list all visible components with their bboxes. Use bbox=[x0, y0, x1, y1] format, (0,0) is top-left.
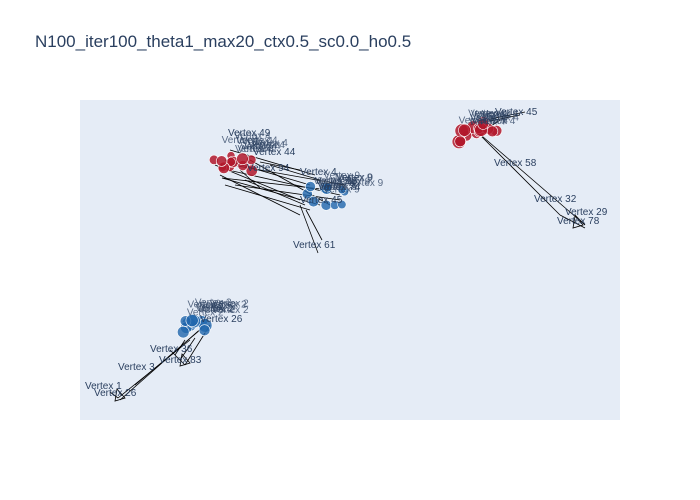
plot-area bbox=[80, 100, 620, 420]
vertex-label-overlap: Vertex 4 bbox=[459, 116, 496, 127]
graph-node bbox=[458, 123, 471, 137]
vertex-label: Vertex 1 bbox=[85, 381, 122, 392]
vertex-label: Vertex 45 bbox=[300, 195, 343, 206]
vertex-label-overlap: Vertex 4 bbox=[475, 110, 512, 121]
vertex-label-overlap: Vertex 9 bbox=[336, 172, 373, 183]
graph-node bbox=[454, 135, 466, 148]
vertex-label: Vertex 49 bbox=[228, 128, 271, 139]
graph-edge bbox=[179, 337, 196, 361]
vertex-label-overlap: Vertex 9 bbox=[319, 181, 356, 192]
graph-edge bbox=[305, 209, 323, 241]
edge-marker bbox=[179, 353, 191, 367]
vertex-label: Vertex 45 bbox=[495, 107, 538, 118]
vertex-label-overlap: Vertex 2 bbox=[195, 297, 232, 308]
nodes-layer bbox=[177, 116, 503, 339]
vertex-label: Vertex 26 bbox=[94, 388, 137, 399]
plot-title: N100_iter100_theta1_max20_ctx0.5_sc0.0_h… bbox=[35, 32, 412, 51]
graph-node bbox=[337, 199, 347, 210]
graph-edge bbox=[484, 111, 526, 121]
vertex-label-overlap: Vertex 2 bbox=[187, 307, 224, 318]
vertex-label-overlap: Vertex 2 bbox=[195, 303, 232, 314]
vertex-label-overlap: Vertex 9 bbox=[323, 170, 360, 181]
vertex-label: Vertex 26 bbox=[200, 314, 243, 325]
vertex-label-overlap: Vertex 9 bbox=[336, 173, 373, 184]
vertex-label: Vertex 4 bbox=[300, 167, 337, 178]
vertex-label-overlap: Vertex 4 bbox=[222, 135, 259, 146]
vertex-label: Vertex 83 bbox=[159, 355, 202, 366]
vertex-label: Vertex 61 bbox=[293, 240, 336, 251]
vertex-label-overlap: Vertex 4 bbox=[240, 142, 277, 153]
vertex-label-overlap: Vertex 4 bbox=[471, 109, 508, 120]
vertex-label-overlap: Vertex 9 bbox=[319, 178, 356, 189]
graph-edge bbox=[109, 391, 119, 399]
vertex-label-overlap: Vertex 2 bbox=[197, 304, 234, 315]
vertex-label: Vertex 58 bbox=[494, 158, 537, 169]
graph-edge bbox=[244, 179, 306, 206]
graph-node bbox=[337, 185, 347, 195]
graph-node bbox=[307, 195, 320, 208]
graph-edge bbox=[299, 204, 319, 254]
vertex-label-overlap: Vertex 4 bbox=[470, 113, 507, 124]
vertex-label-overlap: Vertex 4 bbox=[479, 116, 516, 127]
graph-edge bbox=[224, 184, 311, 211]
vertex-label: Vertex 94 bbox=[247, 163, 290, 174]
graph-edge bbox=[234, 184, 341, 201]
vertex-label: Vertex 36 bbox=[150, 344, 193, 355]
vertex-label-overlap: Vertex 4 bbox=[234, 131, 271, 142]
graph-edge bbox=[574, 214, 586, 226]
vertex-label: Vertex 78 bbox=[557, 216, 600, 227]
vertex-label-overlap: Vertex 4 bbox=[248, 140, 285, 151]
graph-node bbox=[305, 181, 316, 192]
graph-node bbox=[177, 325, 190, 339]
graph-edge bbox=[117, 339, 191, 399]
vertex-label-overlap: Vertex 4 bbox=[468, 108, 505, 119]
vertex-label: Vertex 3 bbox=[118, 362, 155, 373]
graph-edge bbox=[269, 164, 321, 181]
graph-node bbox=[236, 152, 249, 166]
vertex-label-overlap: Vertex 9 bbox=[320, 182, 357, 193]
vertex-label: Vertex 29 bbox=[565, 207, 608, 218]
vertex-label-overlap: Vertex 4 bbox=[244, 141, 281, 152]
graph-node bbox=[215, 155, 228, 167]
edge-marker bbox=[572, 215, 584, 229]
graph-node bbox=[245, 164, 258, 177]
graph-edge bbox=[259, 161, 301, 171]
graph-node bbox=[185, 313, 199, 327]
graph-edge bbox=[174, 339, 186, 356]
vertex-label-overlap: Vertex 2 bbox=[210, 299, 247, 310]
vertex-label-overlap: Vertex 2 bbox=[188, 299, 225, 310]
vertex-label: Vertex 32 bbox=[534, 194, 577, 205]
vertex-label-overlap: Vertex 4 bbox=[471, 116, 508, 127]
graph-edge bbox=[479, 134, 561, 216]
vertex-label-overlap: Vertex 9 bbox=[313, 176, 350, 187]
vertex-label-overlap: Vertex 9 bbox=[334, 176, 371, 187]
vertex-label-overlap: Vertex 4 bbox=[251, 138, 288, 149]
vertex-label: Vertex 74 bbox=[318, 182, 361, 193]
vertex-label-overlap: Vertex 4 bbox=[482, 109, 519, 120]
vertex-label-overlap: Vertex 4 bbox=[237, 144, 274, 155]
vertex-label-overlap: Vertex 9 bbox=[323, 185, 360, 196]
edge-marker bbox=[114, 388, 126, 402]
graph-edge bbox=[474, 129, 586, 226]
vertex-label-overlap: Vertex 2 bbox=[212, 305, 249, 316]
vertex-label-overlap: Vertex 4 bbox=[235, 144, 272, 155]
vertex-label-overlap: Vertex 4 bbox=[241, 135, 278, 146]
vertex-label-overlap: Vertex 4 bbox=[482, 112, 519, 123]
vertex-label-overlap: Vertex 9 bbox=[347, 178, 384, 189]
vertex-label-overlap: Vertex 4 bbox=[469, 117, 506, 128]
graph-edge bbox=[221, 177, 321, 206]
graph-node bbox=[322, 182, 333, 193]
vertex-label-overlap: Vertex 2 bbox=[199, 305, 236, 316]
graph-node bbox=[198, 324, 211, 337]
graph-node bbox=[477, 118, 489, 130]
vertex-label-overlap: Vertex 2 bbox=[200, 301, 237, 312]
vertex-label: Vertex 98 bbox=[315, 176, 358, 187]
vertex-label: Vertex 44 bbox=[253, 147, 296, 158]
vertex-label-overlap: Vertex 2 bbox=[212, 298, 249, 309]
vertex-label-overlap: Vertex 4 bbox=[236, 136, 273, 147]
graph-edge bbox=[169, 349, 186, 366]
